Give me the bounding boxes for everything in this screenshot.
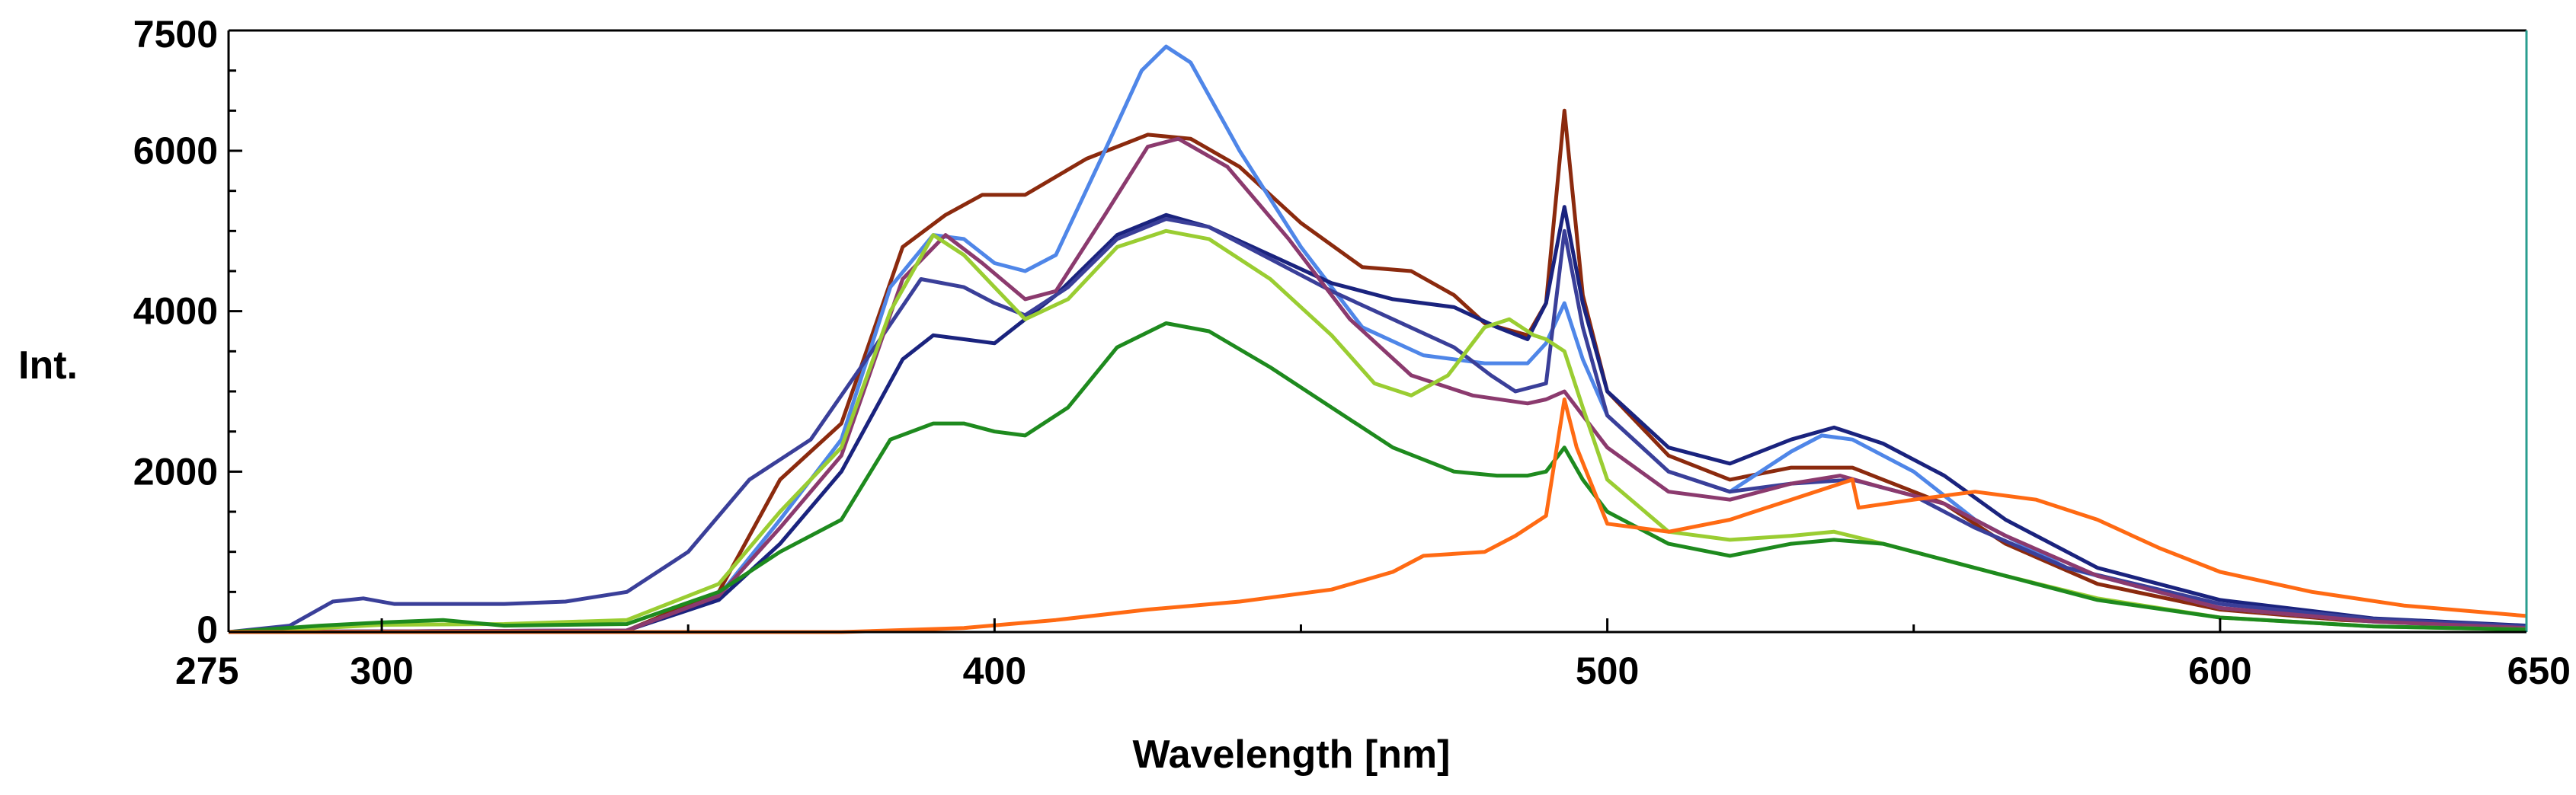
series-line-plum <box>228 136 2527 634</box>
y-axis-label: Int. <box>18 343 78 388</box>
x-tick-label: 300 <box>350 650 413 692</box>
y-tick-label: 7500 <box>133 13 218 56</box>
axes-layer: 0 2000 4000 6000 7500 275 300 400 500 600 650 <box>133 13 2571 692</box>
y-tick-label: 2000 <box>133 450 218 493</box>
x-tick-label: 500 <box>1576 650 1639 692</box>
y-tick-label: 0 <box>197 608 218 651</box>
series-line-navy <box>228 205 2527 634</box>
series-line-yellow-green <box>228 228 2527 634</box>
y-tick-label: 4000 <box>133 290 218 333</box>
series-line-brown <box>228 108 2527 634</box>
x-tick-label: 650 <box>2507 650 2571 692</box>
x-tick-label: 400 <box>963 650 1026 692</box>
x-tick-label: 600 <box>2188 650 2251 692</box>
series-line-light-blue <box>228 44 2527 634</box>
series-layer <box>228 44 2527 634</box>
series-line-slate-blue <box>228 217 2527 634</box>
series-line-green <box>228 321 2527 634</box>
x-axis-label: Wavelength [nm] <box>1133 733 1451 777</box>
series-line-orange <box>229 398 2527 634</box>
y-tick-label: 6000 <box>133 129 218 172</box>
x-tick-label: 275 <box>175 650 238 692</box>
